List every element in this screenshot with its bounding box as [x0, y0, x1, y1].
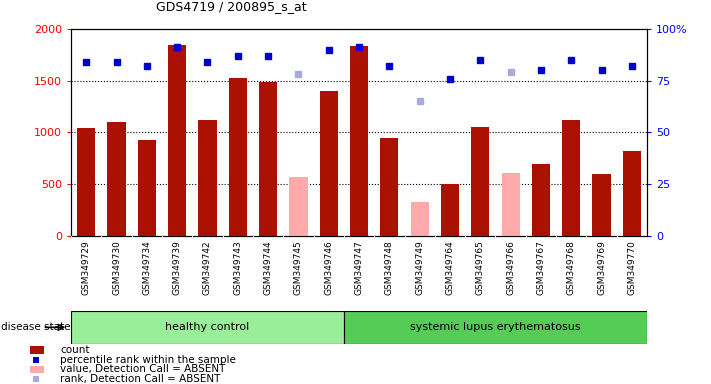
Bar	[350, 46, 368, 236]
Text: GSM349747: GSM349747	[355, 240, 363, 295]
Text: healthy control: healthy control	[166, 322, 250, 333]
Text: count: count	[60, 345, 90, 355]
Bar	[259, 82, 277, 236]
Bar	[592, 174, 611, 236]
Text: GSM349744: GSM349744	[264, 240, 272, 295]
Bar	[77, 128, 95, 236]
Text: GSM349748: GSM349748	[385, 240, 394, 295]
Text: GSM349729: GSM349729	[82, 240, 91, 295]
Bar	[289, 177, 308, 236]
Text: GSM349746: GSM349746	[324, 240, 333, 295]
Bar	[471, 127, 489, 236]
Text: disease state: disease state	[1, 322, 71, 333]
Bar	[138, 140, 156, 236]
Bar	[107, 122, 126, 236]
Text: GSM349743: GSM349743	[233, 240, 242, 295]
Text: GSM349764: GSM349764	[446, 240, 454, 295]
Bar	[380, 138, 398, 236]
Text: GSM349739: GSM349739	[173, 240, 182, 295]
Text: GDS4719 / 200895_s_at: GDS4719 / 200895_s_at	[156, 0, 307, 13]
Text: GSM349768: GSM349768	[567, 240, 576, 295]
Text: GSM349765: GSM349765	[476, 240, 485, 295]
Text: rank, Detection Call = ABSENT: rank, Detection Call = ABSENT	[60, 374, 221, 384]
Bar	[410, 202, 429, 236]
Bar	[320, 91, 338, 236]
Text: GSM349770: GSM349770	[627, 240, 636, 295]
Text: GSM349742: GSM349742	[203, 240, 212, 295]
Text: GSM349745: GSM349745	[294, 240, 303, 295]
Bar	[344, 311, 647, 344]
Bar	[30, 346, 44, 354]
Text: percentile rank within the sample: percentile rank within the sample	[60, 355, 236, 365]
Text: GSM349749: GSM349749	[415, 240, 424, 295]
Bar	[168, 45, 186, 236]
Text: GSM349734: GSM349734	[142, 240, 151, 295]
Bar	[441, 184, 459, 236]
Bar	[562, 120, 580, 236]
Text: GSM349767: GSM349767	[536, 240, 545, 295]
Bar	[623, 151, 641, 236]
Bar	[229, 78, 247, 236]
Bar	[501, 173, 520, 236]
Bar	[532, 164, 550, 236]
Text: value, Detection Call = ABSENT: value, Detection Call = ABSENT	[60, 364, 226, 374]
Text: GSM349730: GSM349730	[112, 240, 121, 295]
Text: GSM349769: GSM349769	[597, 240, 606, 295]
Bar	[30, 366, 44, 373]
Text: GSM349766: GSM349766	[506, 240, 515, 295]
Text: systemic lupus erythematosus: systemic lupus erythematosus	[410, 322, 581, 333]
Bar	[71, 311, 344, 344]
Bar	[198, 120, 217, 236]
